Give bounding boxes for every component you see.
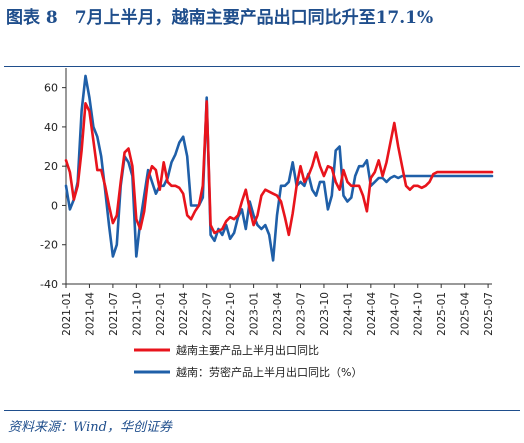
x-tick-label: 2025-07 (483, 292, 495, 336)
legend-label-1: 越南：劳密产品上半月出口同比（%） (176, 365, 362, 379)
x-tick-label: 2021-04 (84, 292, 96, 336)
x-tick-label: 2022-10 (225, 292, 237, 336)
y-tick-label: -20 (40, 239, 58, 252)
legend-label-0: 越南主要产品上半月出口同比 (176, 343, 319, 357)
x-tick-label: 2022-01 (155, 292, 167, 336)
x-tick-label: 2023-01 (249, 292, 261, 336)
source-divider (4, 410, 520, 411)
x-tick-label: 2024-01 (342, 292, 354, 336)
x-tick-label: 2021-01 (61, 292, 73, 336)
y-tick-label: 60 (44, 82, 58, 95)
axes: -40 -20 0 20 40 60 2021-01 2021-04 2021-07 2021-1… (40, 68, 495, 336)
y-tick-label: 0 (51, 199, 58, 212)
y-tick-label: 40 (44, 121, 58, 134)
y-tick-label: -40 (40, 278, 58, 291)
line-chart: -40 -20 0 20 40 60 2021-01 2021-04 2021-07 2021-1… (40, 68, 495, 379)
x-tick-label: 2021-07 (108, 292, 120, 336)
series-line-0 (64, 100, 494, 237)
x-tick-label: 2025-04 (460, 292, 472, 336)
x-tick-label: 2021-10 (131, 292, 143, 336)
y-tick-label: 20 (44, 160, 58, 173)
x-tick-label: 2022-07 (202, 292, 214, 336)
x-tick-label: 2025-01 (436, 292, 448, 336)
x-tick-label: 2022-04 (178, 292, 190, 336)
series-line-1 (64, 74, 494, 262)
title-divider (4, 66, 520, 67)
x-tick-label: 2023-04 (272, 292, 284, 336)
figure-title: 图表 8 7月上半月，越南主要产品出口同比升至17.1% (6, 8, 434, 28)
source-note: 资料来源：Wind，华创证券 (8, 420, 172, 435)
x-tick-label: 2024-07 (389, 292, 401, 336)
series-lines (64, 74, 494, 262)
chart-area: -40 -20 0 20 40 60 2021-01 2021-04 2021-07 2021-1… (0, 68, 524, 404)
x-tick-label: 2023-07 (295, 292, 307, 336)
x-tick-label: 2023-10 (319, 292, 331, 336)
x-tick-label: 2024-10 (413, 292, 425, 336)
x-tick-label: 2024-04 (366, 292, 378, 336)
